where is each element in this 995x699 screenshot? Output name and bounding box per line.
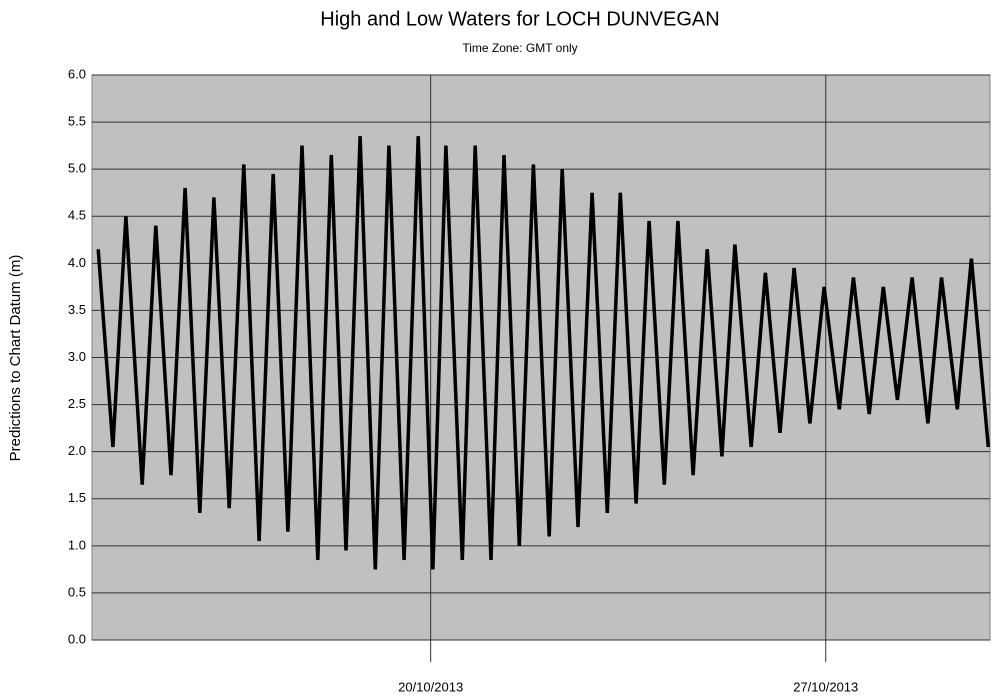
y-tick-label: 2.5 <box>68 396 86 411</box>
y-tick-label: 0.5 <box>68 584 86 599</box>
y-tick-label: 4.0 <box>68 255 86 270</box>
chart-subtitle: Time Zone: GMT only <box>462 41 577 55</box>
y-tick-label: 5.5 <box>68 114 86 129</box>
x-tick-label: 27/10/2013 <box>793 679 858 694</box>
x-tick-label: 20/10/2013 <box>398 679 463 694</box>
y-axis-label: Predictions to Chart Datum (m) <box>7 255 24 462</box>
y-tick-label: 2.0 <box>68 443 86 458</box>
data-line <box>96 136 991 570</box>
y-tick-label: 0.0 <box>68 631 86 646</box>
y-tick-label: 3.5 <box>68 302 86 317</box>
y-tick-label: 5.0 <box>68 161 86 176</box>
y-tick-label: 6.0 <box>68 66 86 81</box>
y-tick-label: 1.5 <box>68 490 86 505</box>
y-tick-label: 3.0 <box>68 349 86 364</box>
chart-title: High and Low Waters for LOCH DUNVEGAN <box>320 8 719 30</box>
y-tick-label: 1.0 <box>68 537 86 552</box>
y-tick-label: 4.5 <box>68 208 86 223</box>
